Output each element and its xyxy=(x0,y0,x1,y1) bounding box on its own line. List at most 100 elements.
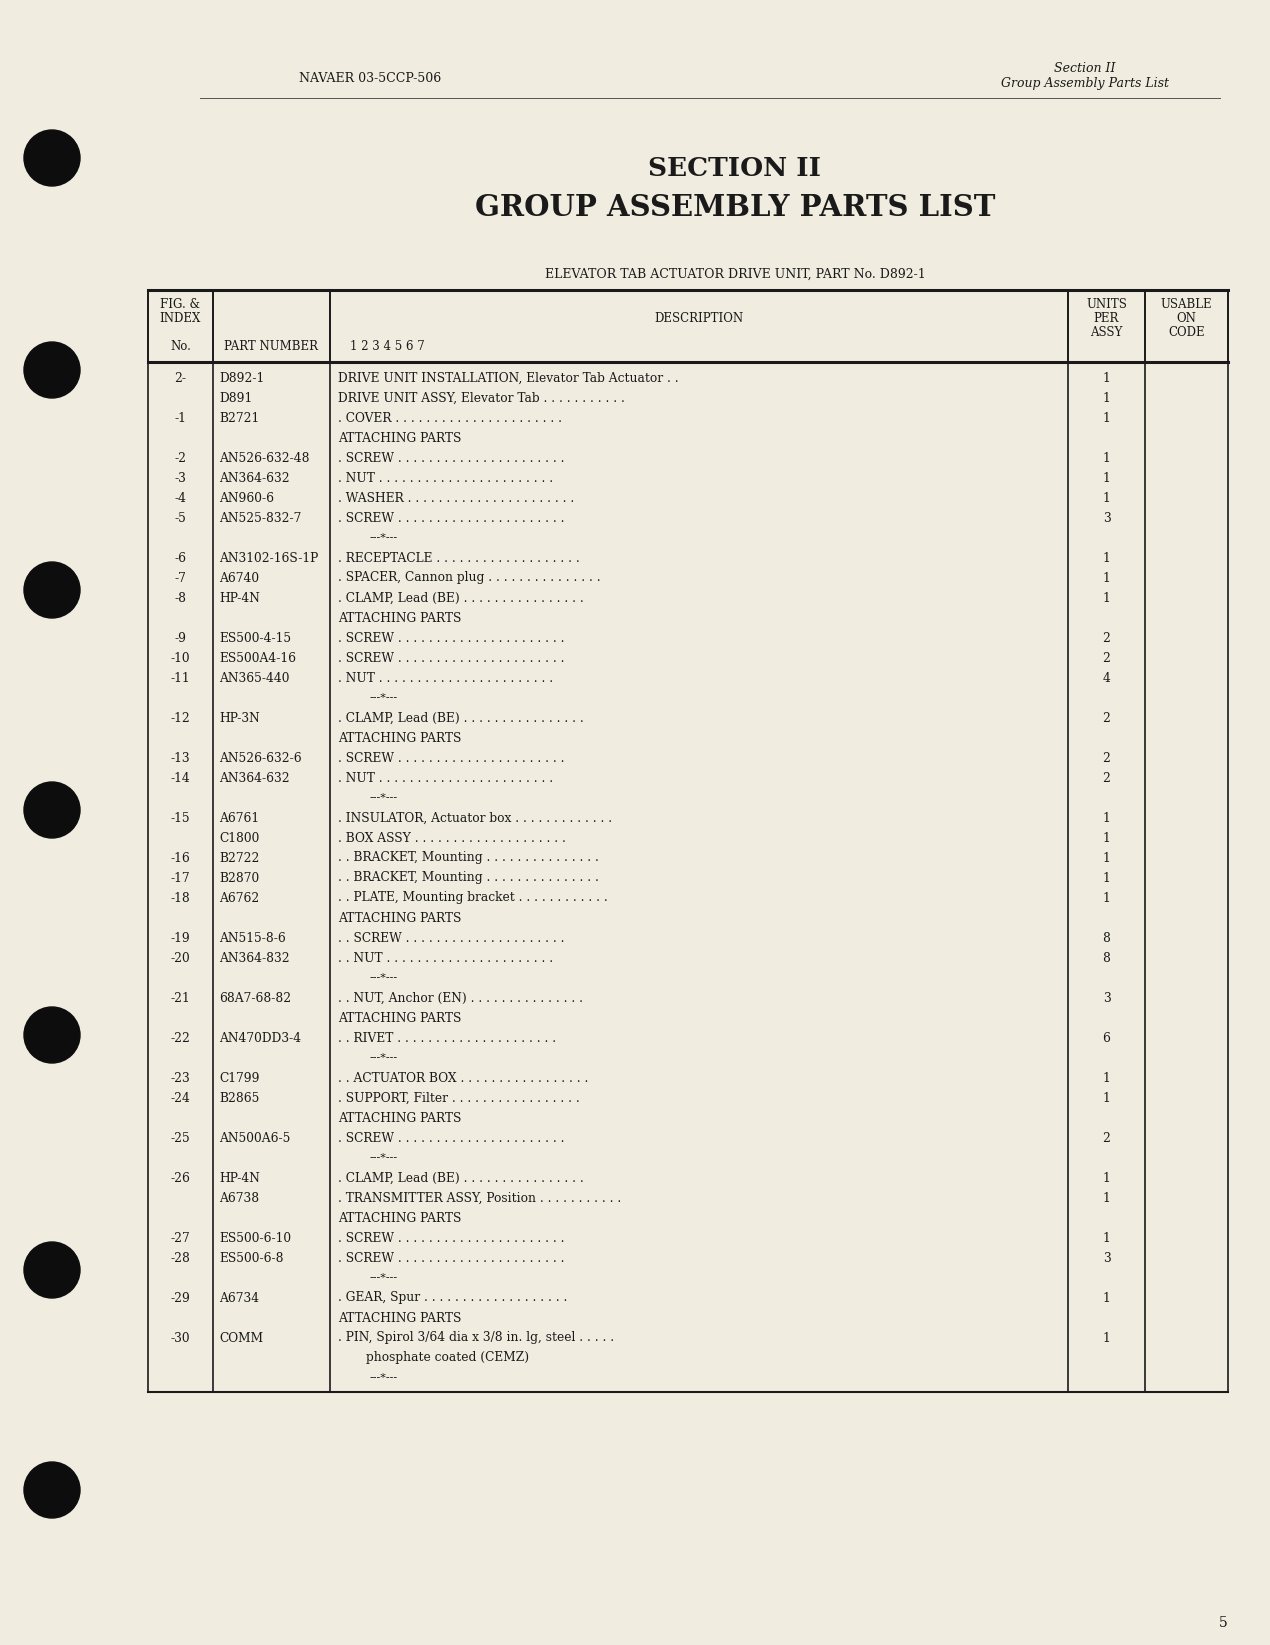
Text: B2722: B2722 xyxy=(218,852,259,865)
Text: A6738: A6738 xyxy=(218,1191,259,1204)
Text: -16: -16 xyxy=(170,852,190,865)
Text: . SCREW . . . . . . . . . . . . . . . . . . . . . .: . SCREW . . . . . . . . . . . . . . . . … xyxy=(338,512,564,525)
Text: AN960-6: AN960-6 xyxy=(218,492,274,505)
Circle shape xyxy=(24,342,80,398)
Text: -27: -27 xyxy=(170,1232,190,1245)
Text: ATTACHING PARTS: ATTACHING PARTS xyxy=(338,1012,461,1025)
Text: 1: 1 xyxy=(1102,492,1110,505)
Text: AN470DD3-4: AN470DD3-4 xyxy=(218,1031,301,1045)
Text: . NUT . . . . . . . . . . . . . . . . . . . . . . .: . NUT . . . . . . . . . . . . . . . . . … xyxy=(338,772,554,785)
Text: ---*---: ---*--- xyxy=(370,1053,398,1063)
Text: 1: 1 xyxy=(1102,1191,1110,1204)
Text: . . NUT . . . . . . . . . . . . . . . . . . . . . .: . . NUT . . . . . . . . . . . . . . . . … xyxy=(338,951,554,964)
Text: B2870: B2870 xyxy=(218,872,259,885)
Text: HP-4N: HP-4N xyxy=(218,592,260,604)
Text: -10: -10 xyxy=(170,651,190,665)
Text: No.: No. xyxy=(170,339,190,352)
Text: 8: 8 xyxy=(1102,951,1110,964)
Circle shape xyxy=(24,130,80,186)
Text: ATTACHING PARTS: ATTACHING PARTS xyxy=(338,1311,461,1324)
Text: 1: 1 xyxy=(1102,872,1110,885)
Text: . COVER . . . . . . . . . . . . . . . . . . . . . .: . COVER . . . . . . . . . . . . . . . . … xyxy=(338,411,563,424)
Text: . SUPPORT, Filter . . . . . . . . . . . . . . . . .: . SUPPORT, Filter . . . . . . . . . . . … xyxy=(338,1092,579,1104)
Text: A6740: A6740 xyxy=(218,571,259,584)
Text: -3: -3 xyxy=(174,472,187,485)
Text: -28: -28 xyxy=(170,1252,190,1265)
Text: -12: -12 xyxy=(170,712,190,724)
Text: 1: 1 xyxy=(1102,831,1110,844)
Text: ---*---: ---*--- xyxy=(370,972,398,984)
Text: . TRANSMITTER ASSY, Position . . . . . . . . . . .: . TRANSMITTER ASSY, Position . . . . . .… xyxy=(338,1191,621,1204)
Text: 1: 1 xyxy=(1102,392,1110,405)
Text: . INSULATOR, Actuator box . . . . . . . . . . . . .: . INSULATOR, Actuator box . . . . . . . … xyxy=(338,811,612,824)
Text: -8: -8 xyxy=(174,592,187,604)
Text: 1: 1 xyxy=(1102,1331,1110,1344)
Text: . PIN, Spirol 3/64 dia x 3/8 in. lg, steel . . . . .: . PIN, Spirol 3/64 dia x 3/8 in. lg, ste… xyxy=(338,1331,615,1344)
Circle shape xyxy=(24,1462,80,1518)
Text: PART NUMBER: PART NUMBER xyxy=(225,339,319,352)
Text: . BOX ASSY . . . . . . . . . . . . . . . . . . . .: . BOX ASSY . . . . . . . . . . . . . . .… xyxy=(338,831,566,844)
Text: C1800: C1800 xyxy=(218,831,259,844)
Text: -15: -15 xyxy=(170,811,190,824)
Text: ES500-6-10: ES500-6-10 xyxy=(218,1232,291,1245)
Circle shape xyxy=(24,1242,80,1298)
Text: ATTACHING PARTS: ATTACHING PARTS xyxy=(338,732,461,745)
Text: ATTACHING PARTS: ATTACHING PARTS xyxy=(338,1112,461,1125)
Text: . WASHER . . . . . . . . . . . . . . . . . . . . . .: . WASHER . . . . . . . . . . . . . . . .… xyxy=(338,492,574,505)
Text: A6734: A6734 xyxy=(218,1291,259,1304)
Text: ATTACHING PARTS: ATTACHING PARTS xyxy=(338,612,461,625)
Text: 1: 1 xyxy=(1102,551,1110,564)
Text: -18: -18 xyxy=(170,892,190,905)
Text: -14: -14 xyxy=(170,772,190,785)
Text: -5: -5 xyxy=(174,512,187,525)
Text: 2: 2 xyxy=(1102,752,1110,765)
Text: D891: D891 xyxy=(218,392,253,405)
Text: 1: 1 xyxy=(1102,1092,1110,1104)
Text: 1: 1 xyxy=(1102,1232,1110,1245)
Text: B2865: B2865 xyxy=(218,1092,259,1104)
Text: -23: -23 xyxy=(170,1071,190,1084)
Text: . RECEPTACLE . . . . . . . . . . . . . . . . . . .: . RECEPTACLE . . . . . . . . . . . . . .… xyxy=(338,551,579,564)
Text: . SCREW . . . . . . . . . . . . . . . . . . . . . .: . SCREW . . . . . . . . . . . . . . . . … xyxy=(338,632,564,645)
Text: ---*---: ---*--- xyxy=(370,1374,398,1383)
Text: 3: 3 xyxy=(1102,992,1110,1005)
Text: . . PLATE, Mounting bracket . . . . . . . . . . . .: . . PLATE, Mounting bracket . . . . . . … xyxy=(338,892,608,905)
Text: . SPACER, Cannon plug . . . . . . . . . . . . . . .: . SPACER, Cannon plug . . . . . . . . . … xyxy=(338,571,601,584)
Circle shape xyxy=(24,563,80,619)
Text: FIG. &: FIG. & xyxy=(160,298,201,311)
Text: UNITS: UNITS xyxy=(1086,298,1126,311)
Text: 3: 3 xyxy=(1102,1252,1110,1265)
Text: -29: -29 xyxy=(170,1291,190,1304)
Text: 2-: 2- xyxy=(174,372,187,385)
Text: -4: -4 xyxy=(174,492,187,505)
Text: ELEVATOR TAB ACTUATOR DRIVE UNIT, PART No. D892-1: ELEVATOR TAB ACTUATOR DRIVE UNIT, PART N… xyxy=(545,268,926,281)
Text: . NUT . . . . . . . . . . . . . . . . . . . . . . .: . NUT . . . . . . . . . . . . . . . . . … xyxy=(338,671,554,684)
Text: ---*---: ---*--- xyxy=(370,793,398,803)
Text: 4: 4 xyxy=(1102,671,1110,684)
Circle shape xyxy=(24,1007,80,1063)
Text: 1: 1 xyxy=(1102,472,1110,485)
Text: ---*---: ---*--- xyxy=(370,1153,398,1163)
Text: -6: -6 xyxy=(174,551,187,564)
Text: . CLAMP, Lead (BE) . . . . . . . . . . . . . . . .: . CLAMP, Lead (BE) . . . . . . . . . . .… xyxy=(338,592,584,604)
Text: . SCREW . . . . . . . . . . . . . . . . . . . . . .: . SCREW . . . . . . . . . . . . . . . . … xyxy=(338,651,564,665)
Text: -11: -11 xyxy=(170,671,190,684)
Text: 68A7-68-82: 68A7-68-82 xyxy=(218,992,291,1005)
Text: . CLAMP, Lead (BE) . . . . . . . . . . . . . . . .: . CLAMP, Lead (BE) . . . . . . . . . . .… xyxy=(338,1171,584,1184)
Text: 1: 1 xyxy=(1102,411,1110,424)
Text: -22: -22 xyxy=(170,1031,190,1045)
Text: . . ACTUATOR BOX . . . . . . . . . . . . . . . . .: . . ACTUATOR BOX . . . . . . . . . . . .… xyxy=(338,1071,588,1084)
Text: . CLAMP, Lead (BE) . . . . . . . . . . . . . . . .: . CLAMP, Lead (BE) . . . . . . . . . . .… xyxy=(338,712,584,724)
Text: 5: 5 xyxy=(1219,1615,1228,1630)
Text: 1: 1 xyxy=(1102,571,1110,584)
Text: GROUP ASSEMBLY PARTS LIST: GROUP ASSEMBLY PARTS LIST xyxy=(475,194,996,222)
Text: USABLE: USABLE xyxy=(1161,298,1213,311)
Text: -7: -7 xyxy=(174,571,187,584)
Text: SECTION II: SECTION II xyxy=(649,156,822,181)
Text: -17: -17 xyxy=(170,872,190,885)
Text: AN365-440: AN365-440 xyxy=(218,671,290,684)
Text: 1 2 3 4 5 6 7: 1 2 3 4 5 6 7 xyxy=(351,339,424,352)
Text: -30: -30 xyxy=(170,1331,190,1344)
Text: 2: 2 xyxy=(1102,1132,1110,1145)
Text: . . SCREW . . . . . . . . . . . . . . . . . . . . .: . . SCREW . . . . . . . . . . . . . . . … xyxy=(338,931,564,944)
